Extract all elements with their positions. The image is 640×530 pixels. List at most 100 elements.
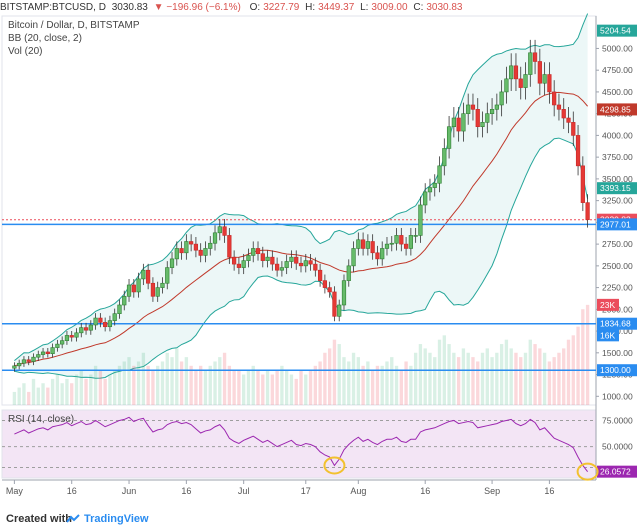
candle [251,248,256,256]
candle [64,335,70,341]
price-label-box [597,24,637,37]
candle [360,239,366,249]
volume-bar [41,383,45,405]
volume-bar [366,361,370,405]
candle [232,256,237,265]
candle [88,324,93,331]
volume-bar [218,357,222,405]
candle [375,252,380,260]
volume-bar [390,357,394,405]
volume-bar [447,344,451,405]
y-tick-label: 3250.00 [602,196,633,206]
volume-bar [566,339,571,405]
volume-bar [456,357,461,405]
volume-bar [65,378,69,405]
candle [466,104,471,114]
volume-bar [222,352,227,405]
volume-bar [246,370,251,405]
candle [275,263,280,271]
volume-bar [184,357,189,405]
volume-bar [256,370,260,405]
volume-bar [490,357,494,405]
rsi-last-box [597,465,637,478]
volume-bar [189,365,193,405]
candle [413,235,418,237]
chart-title[interactable]: Bitcoin / Dollar, D, BITSTAMP [8,20,140,31]
volume-bar [117,365,122,405]
volume-bar [103,378,107,405]
volume-bar [499,344,504,405]
volume-bar [270,374,275,405]
price-label-box [597,182,637,195]
candle [122,295,127,306]
price-label-box [597,317,637,330]
volume-bar [127,357,131,405]
candle [432,182,437,188]
candle [165,267,170,284]
volume-label-box [597,298,619,311]
candle [384,243,390,249]
candle [12,365,17,369]
candle [442,148,447,167]
volume-bar [461,348,466,405]
volume-bar [399,370,403,405]
volume-bar [299,370,303,405]
candle [575,135,581,167]
candle [499,91,504,106]
rsi-tick-label: 50.0000 [602,442,633,452]
candle [126,284,132,297]
chart-canvas[interactable]: 5000.004750.004500.004250.004000.003750.… [0,0,640,508]
volume-bar [93,365,98,405]
created-with-text: Created with [6,513,73,525]
candle [346,265,351,281]
tradingview-brand[interactable]: TradingView [84,513,149,525]
volume-bar [380,365,384,405]
volume-bar [74,374,79,405]
volume-bar [160,361,165,405]
price-label: 4298.85 [600,104,631,114]
candle [141,269,146,280]
x-tick-label: 17 [301,486,311,496]
x-tick-label: Jul [238,486,250,496]
tradingview-logo-icon [66,514,80,523]
volume-bar [265,370,270,405]
rsi-line [14,416,589,472]
volume-bar [552,357,556,405]
bb-upper-line [14,13,589,362]
candle [556,104,562,110]
volume-bar [146,365,150,405]
candle [518,78,523,88]
candle [60,340,65,345]
volume-bar [557,352,561,405]
x-tick-label: 16 [181,486,191,496]
rsi-legend[interactable]: RSI (14, close) [8,414,75,425]
volume-bar [213,361,217,405]
bb-lower-line [14,137,589,379]
candle [217,226,222,234]
candle [389,242,394,245]
x-tick-label: Aug [350,486,366,496]
candle [265,256,270,261]
rsi-low-marker-circle [576,462,599,481]
candle [470,104,476,110]
candle [212,232,218,244]
volume-bar [547,361,552,405]
candle [485,113,490,123]
volume-bar [17,387,21,405]
volume-bar [504,339,509,405]
candle [227,235,232,258]
vol-legend[interactable]: Vol (20) [8,46,43,57]
y-tick-label: 2500.00 [602,261,633,271]
volume-label: 16K [600,330,615,340]
volume-bar [141,352,146,405]
symbol-name[interactable]: BITSTAMP:BTCUSD, D [0,2,106,13]
candle [446,126,452,149]
volume-bar [122,361,126,405]
bb-legend[interactable]: BB (20, close, 2) [8,33,82,44]
volume-bar [476,361,480,405]
candle [93,317,98,326]
candle [50,347,55,354]
volume-bar [327,348,332,405]
candle [380,248,385,260]
price-label-box [597,364,637,377]
